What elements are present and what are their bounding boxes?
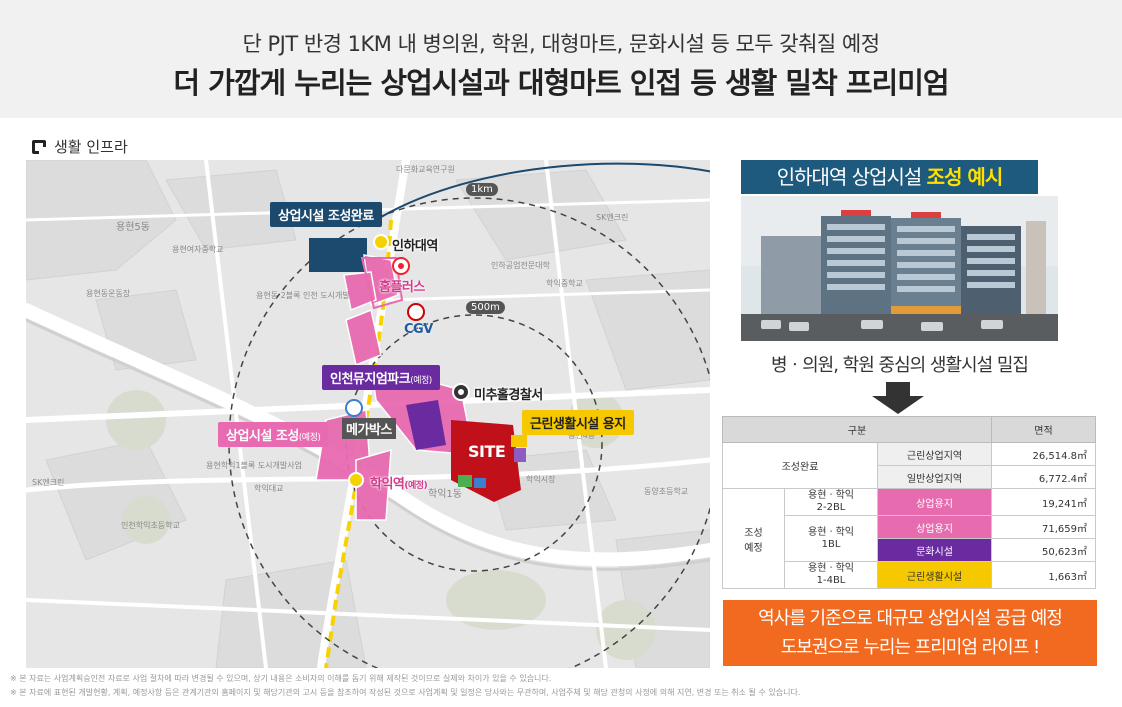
table-row: 조성 예정 용현ㆍ학익 2-2BL 상업용지 19,241㎡ <box>722 488 1096 589</box>
row-zone: 용현ㆍ학익 1BL <box>784 515 878 562</box>
promo-box: 역사를 기준으로 대규모 상업시설 공급 예정 도보권으로 누리는 프리미엄 라… <box>723 600 1097 666</box>
photo-title: 인하대역 상업시설 조성 예시 <box>741 160 1038 194</box>
row-use: 상업용지 <box>877 515 992 539</box>
photo-title-prefix: 인하대역 상업시설 <box>776 165 927 189</box>
header-banner: 단 PJT 반경 1KM 내 병의원, 학원, 대형마트, 문화시설 등 모두 … <box>0 0 1122 118</box>
label-commercial-plan-text: 상업시설 조성 <box>226 429 299 444</box>
map-text: 다문화교육연구원 <box>396 165 455 174</box>
photo-title-highlight: 조성 예시 <box>926 165 1004 189</box>
group-plan: 조성 예정 <box>722 488 785 589</box>
row-zone: 용현ㆍ학익 1-4BL <box>784 561 878 589</box>
table-header-area: 면적 <box>991 416 1096 443</box>
label-hagik-station-note: (예정) <box>404 481 428 491</box>
commercial-photo <box>741 196 1058 341</box>
map-text: 용현학익1블록 도시개발사업 <box>206 461 302 470</box>
arrow-down-icon <box>872 382 924 414</box>
table-header-category: 구분 <box>722 416 992 443</box>
group-complete: 조성완료 <box>722 442 878 489</box>
map-text: 용현동운동장 <box>86 289 131 298</box>
row-area: 6,772.4㎡ <box>991 465 1096 489</box>
distance-1km: 1km <box>466 183 498 196</box>
map-text: 용현4동 <box>568 431 596 440</box>
map-text: 인하공업전문대학 <box>491 261 550 270</box>
location-map: 다문화교육연구원 용현5동 용현여자중학교 용현동운동장 SK엔크린 인하공업전… <box>26 160 710 668</box>
distance-500m: 500m <box>466 301 505 314</box>
map-text: 학익중학교 <box>546 279 583 288</box>
map-text: 동양초등학교 <box>644 487 689 496</box>
row-zone: 용현ㆍ학익 2-2BL <box>784 488 878 516</box>
map-text: 용현5동 <box>116 222 150 233</box>
header-subtitle: 단 PJT 반경 1KM 내 병의원, 학원, 대형마트, 문화시설 등 모두 … <box>242 32 880 56</box>
label-commercial-complete: 상업시설 조성완료 <box>270 202 382 227</box>
header-title: 더 가깝게 누리는 상업시설과 대형마트 인접 등 생활 밀착 프리미엄 <box>173 66 949 100</box>
row-use: 문화시설 <box>877 538 992 562</box>
label-cgv: CGV <box>404 322 433 337</box>
row-area: 1,663㎡ <box>991 561 1096 589</box>
section-icon <box>32 139 46 154</box>
disclaimer: ※ 본 자료는 사업계획승인전 자료로 사업 절차에 따라 변경될 수 있으며,… <box>10 672 800 700</box>
label-museum-park-note: (예정) <box>410 376 432 386</box>
label-site: SITE <box>468 442 506 461</box>
label-museum-park-text: 인천뮤지엄파크 <box>330 372 411 387</box>
promo-line-2: 도보권으로 누리는 프리미엄 라이프 ! <box>780 637 1041 658</box>
area-table: 구분 면적 조성완료 근린상업지역 26,514.8㎡ 일반상업지역 6,772… <box>722 416 1096 589</box>
row-area: 71,659㎡ <box>991 515 1096 539</box>
label-commercial-plan: 상업시설 조성(예정) <box>218 422 329 447</box>
label-museum-park: 인천뮤지엄파크(예정) <box>322 365 440 390</box>
section-label: 생활 인프라 <box>32 136 128 157</box>
table-row: 용현ㆍ학익 1-4BL 근린생활시설 1,663㎡ <box>723 561 1096 589</box>
disclaimer-line-2: ※ 본 자료에 표현된 개발현황, 계획, 예정사항 등은 관계기관의 홈페이지… <box>10 688 801 697</box>
map-text: 인천학익초등학교 <box>121 521 180 530</box>
row-area: 19,241㎡ <box>991 488 1096 516</box>
map-text: SK엔크린 <box>596 213 629 222</box>
row-use: 상업용지 <box>877 488 992 516</box>
map-text: SK엔크린 <box>32 478 65 487</box>
label-neighborhood: 근린생활시설 용지 <box>522 410 634 435</box>
label-homeplus: 홈플러스 <box>379 280 425 295</box>
table-row: 일반상업지역 6,772.4㎡ <box>723 465 1096 489</box>
row-area: 50,623㎡ <box>991 538 1096 562</box>
label-inha-station: 인하대역 <box>392 239 438 254</box>
table-row: 조성완료 근린상업지역 26,514.8㎡ <box>722 442 1096 489</box>
building-photo-graphic <box>741 196 1058 341</box>
map-text: 용현동 2블록 인천 도시개발 <box>256 291 350 300</box>
label-megabox: 메가박스 <box>342 418 396 439</box>
table-row: 문화시설 50,623㎡ <box>723 538 1096 562</box>
promo-line-1: 역사를 기준으로 대규모 상업시설 공급 예정 <box>758 608 1063 629</box>
section-label-text: 생활 인프라 <box>54 138 128 156</box>
row-area: 26,514.8㎡ <box>991 442 1096 466</box>
map-text: 학익시장 <box>526 475 556 484</box>
label-commercial-plan-note: (예정) <box>298 433 321 443</box>
disclaimer-line-1: ※ 본 자료는 사업계획승인전 자료로 사업 절차에 따라 변경될 수 있으며,… <box>10 674 552 683</box>
row-use: 근린생활시설 <box>877 561 992 589</box>
row-name: 근린상업지역 <box>877 442 992 466</box>
label-police: 미추홀경찰서 <box>474 388 543 403</box>
map-text: 용현여자중학교 <box>172 245 224 254</box>
map-text: 학익대교 <box>254 484 284 493</box>
label-hagik-station-text: 학익역 <box>370 477 405 492</box>
photo-caption: 병ㆍ의원, 학원 중심의 생활시설 밀집 <box>770 355 1029 376</box>
map-text: 학익1동 <box>428 489 462 500</box>
label-hagik-station: 학익역(예정) <box>370 473 428 492</box>
row-name: 일반상업지역 <box>877 465 992 489</box>
table-row: 용현ㆍ학익 1BL 상업용지 71,659㎡ <box>723 515 1096 562</box>
